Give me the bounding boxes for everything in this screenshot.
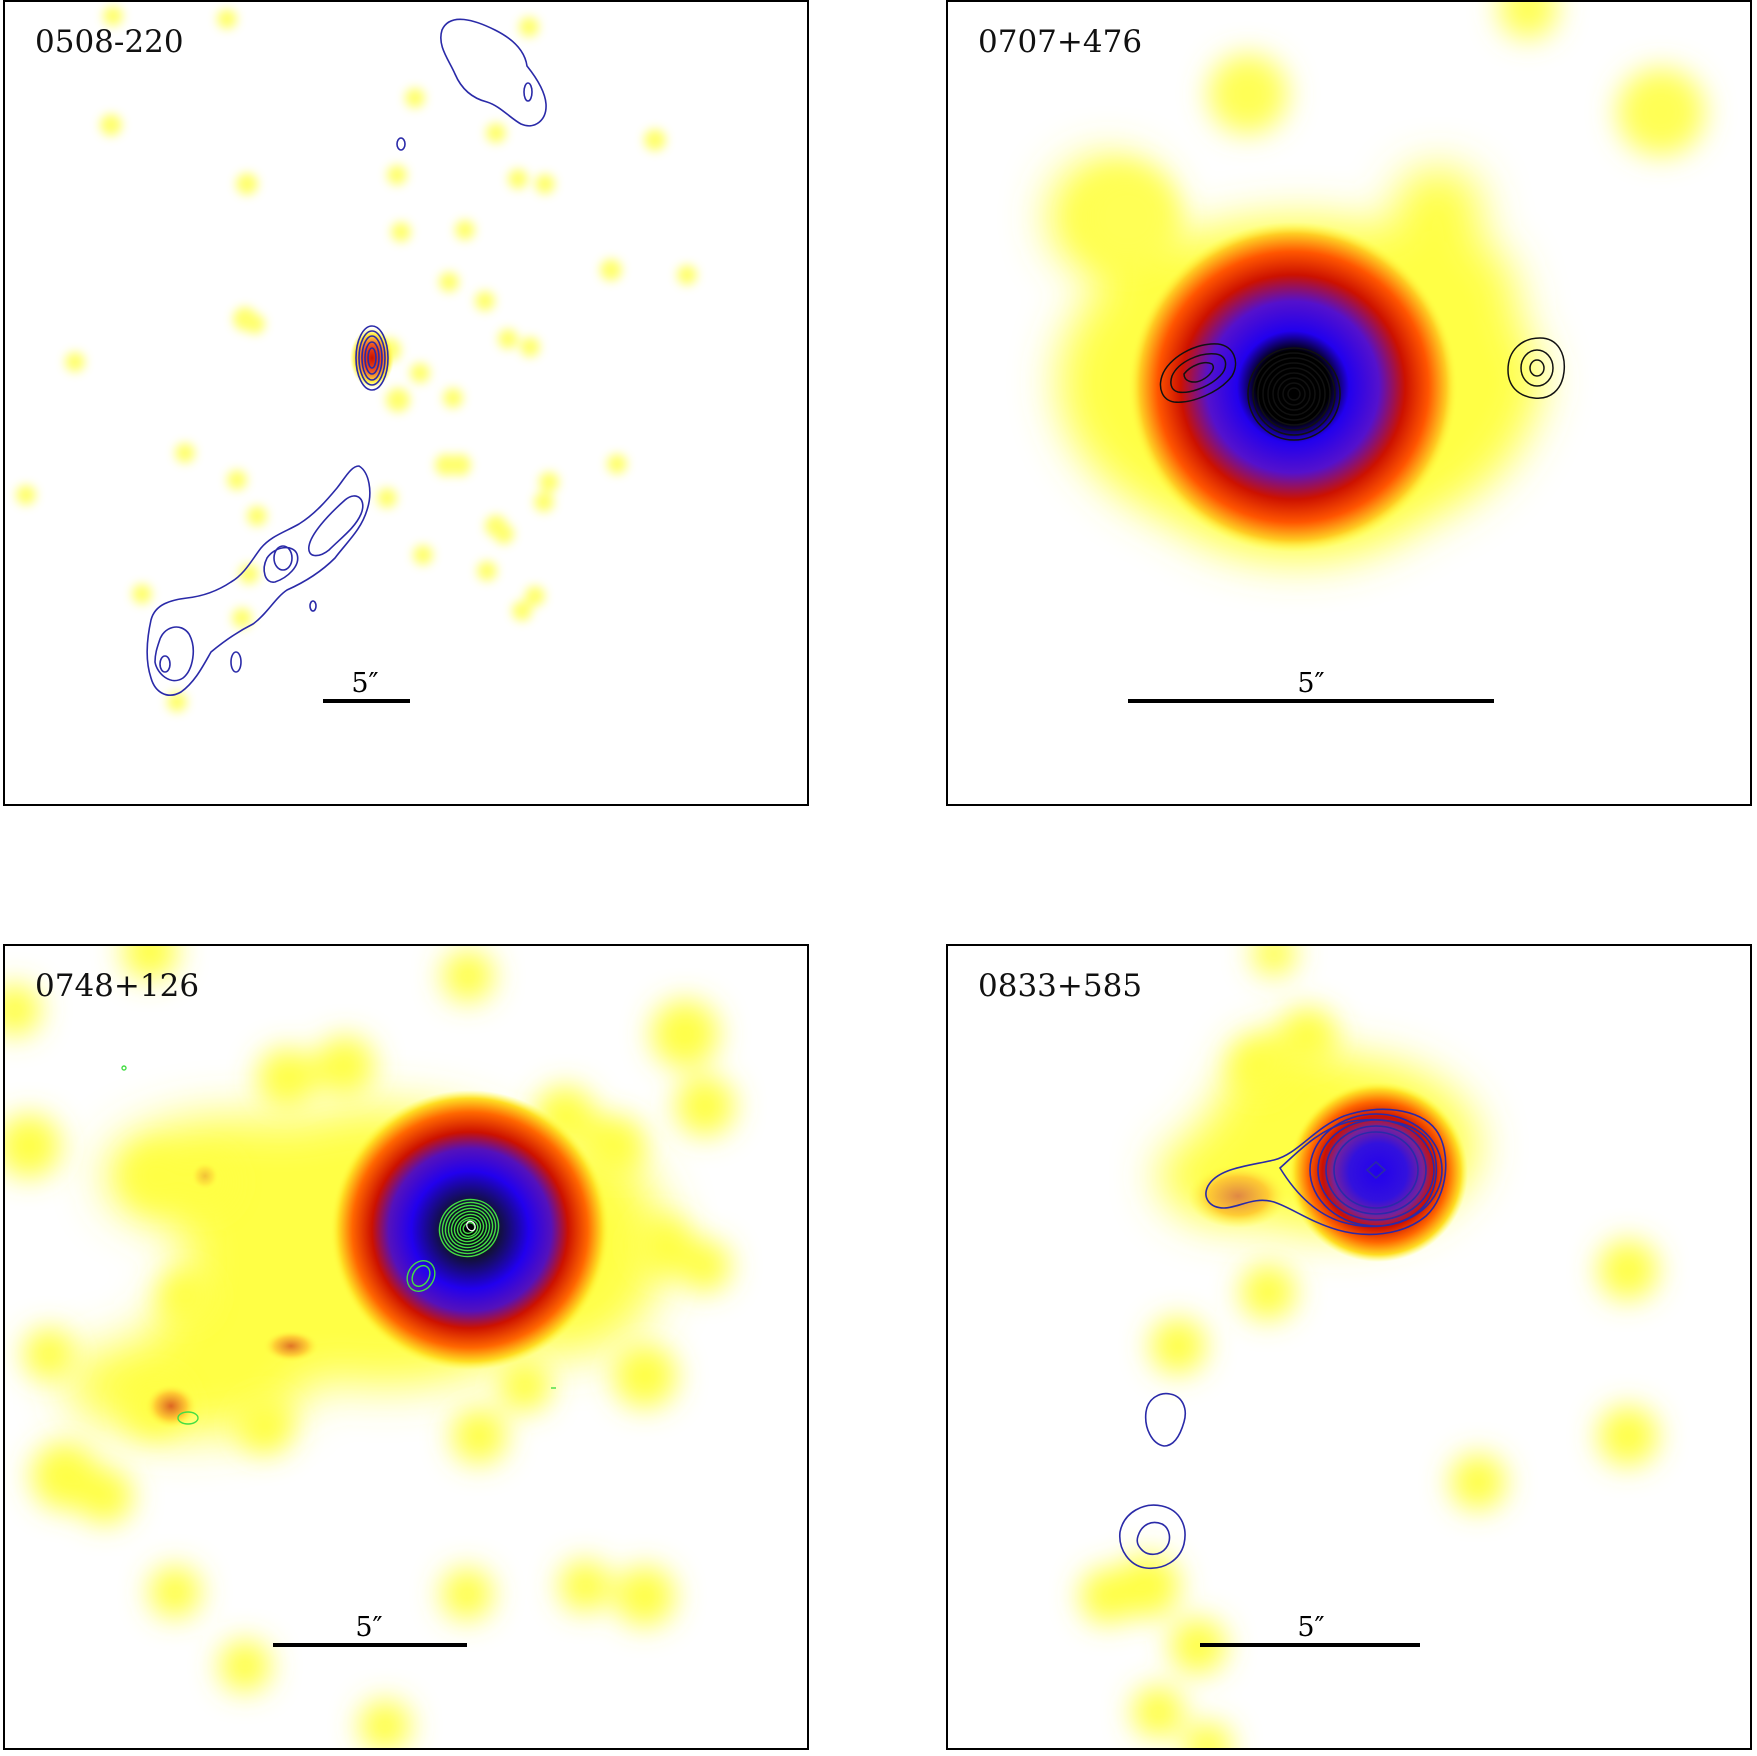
- xray-knot: [145, 1384, 197, 1428]
- radio-contours: [1119, 1108, 1447, 1569]
- panel-0508-220: 0508-220 5″: [3, 0, 809, 806]
- panel-label: 0833+585: [978, 968, 1143, 1004]
- xray-knot: [263, 1330, 319, 1362]
- xray-blobs: [1080, 946, 1658, 1748]
- xray-tail: [1188, 1164, 1288, 1228]
- xray-blobs: [16, 6, 697, 712]
- xray-image-0748+126: [5, 946, 735, 1748]
- radio-contours-inner: [466, 1220, 476, 1232]
- radio-contours: [146, 18, 547, 696]
- radio-contours: [121, 1065, 556, 1425]
- scale-bar: [1200, 1643, 1420, 1647]
- panel-0707+476: 0707+476 5″: [946, 0, 1752, 806]
- scale-bar-label: 5″: [1297, 668, 1325, 699]
- xray-image-0508-220: [16, 6, 697, 712]
- panel-0833+585: 0833+585 5″: [946, 944, 1752, 1750]
- xray-image-0707+476: [1048, 2, 1705, 562]
- panel-label: 0508-220: [35, 24, 184, 60]
- scale-bar: [1128, 699, 1494, 703]
- xray-blobs: [5, 946, 735, 1748]
- xray-core: [1128, 222, 1458, 552]
- xray-knot: [191, 1162, 219, 1190]
- xray-blobs: [1078, 2, 1705, 267]
- scale-bar-label: 5″: [1297, 1612, 1325, 1643]
- panel-label: 0748+126: [35, 968, 200, 1004]
- scale-bar: [273, 1643, 467, 1647]
- xray-image-0833+585: [1080, 946, 1658, 1748]
- scale-bar: [323, 699, 410, 703]
- panel-0748+126: 0748+126 5″: [3, 944, 809, 1750]
- radio-contours: [1159, 337, 1566, 441]
- panel-label: 0707+476: [978, 24, 1143, 60]
- scale-bar-label: 5″: [355, 1612, 383, 1643]
- scale-bar-label: 5″: [351, 668, 379, 699]
